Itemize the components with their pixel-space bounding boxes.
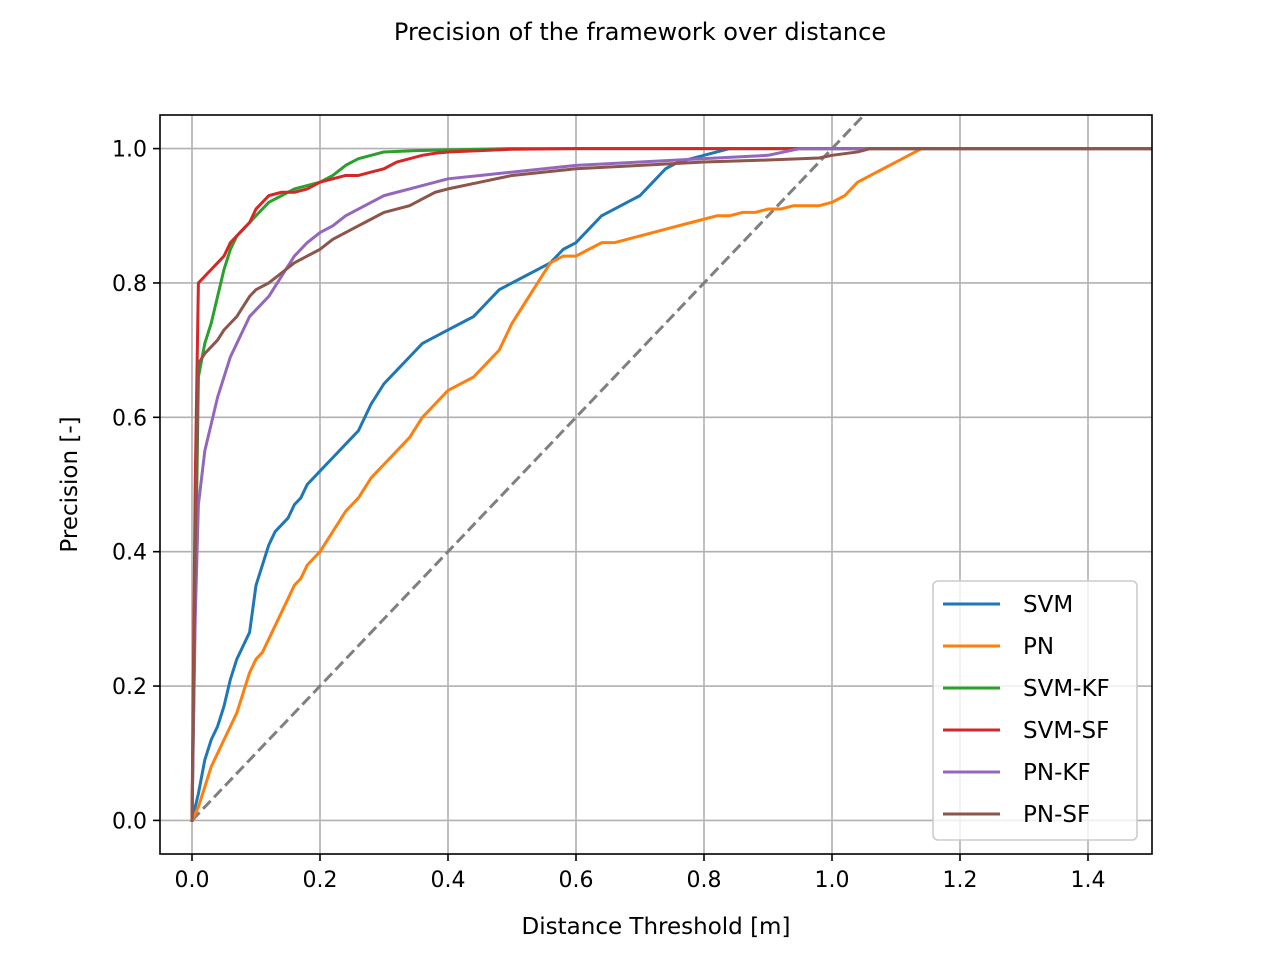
x-tick-label: 0.4 <box>431 868 466 893</box>
reference-line-layer <box>190 115 867 822</box>
legend-label-svm-kf: SVM-KF <box>1023 676 1110 702</box>
series-line-pn-sf <box>190 147 1152 822</box>
x-tick-label: 0.6 <box>559 868 594 893</box>
y-tick-label: 0.4 <box>112 541 147 566</box>
x-tick-label: 0.2 <box>303 868 338 893</box>
y-tick-label: 0.6 <box>112 406 147 431</box>
legend-label-pn-kf: PN-KF <box>1023 760 1091 786</box>
y-tick-label: 0.8 <box>112 272 147 297</box>
series-layer <box>190 147 1152 823</box>
y-tick-label: 0.2 <box>112 675 147 700</box>
plot-frame <box>159 114 1153 855</box>
x-tick-label: 1.0 <box>815 868 850 893</box>
x-tick-label: 0.0 <box>175 868 210 893</box>
x-tick-label: 0.8 <box>687 868 722 893</box>
legend-label-pn: PN <box>1023 634 1054 660</box>
legend: SVM PN SVM-KF SVM-SF PN-KF PN-SF <box>932 580 1138 841</box>
x-tick-label: 1.4 <box>1071 868 1106 893</box>
y-tick-label: 1.0 <box>112 138 147 163</box>
series-line-svm <box>190 147 1152 823</box>
legend-label-svm-sf: SVM-SF <box>1023 718 1109 744</box>
x-axis-label: Distance Threshold [m] <box>522 914 791 940</box>
reference-diagonal-line <box>190 115 867 822</box>
y-axis-label: Precision [-] <box>57 416 83 552</box>
series-line-svm-sf <box>190 147 1152 822</box>
y-tick-label: 0.0 <box>112 809 147 834</box>
legend-label-svm: SVM <box>1023 592 1073 618</box>
series-line-pn <box>190 147 1152 823</box>
chart-title: Precision of the framework over distance <box>394 18 886 46</box>
series-line-pn-kf <box>190 147 1152 822</box>
x-tick-label: 1.2 <box>943 868 978 893</box>
tick-layer: 0.0 0.2 0.4 0.6 0.8 1.0 1.2 1.4 0.0 0.2 0.4 0.6 0.8 1… <box>112 138 1106 893</box>
legend-label-pn-sf: PN-SF <box>1023 802 1090 828</box>
